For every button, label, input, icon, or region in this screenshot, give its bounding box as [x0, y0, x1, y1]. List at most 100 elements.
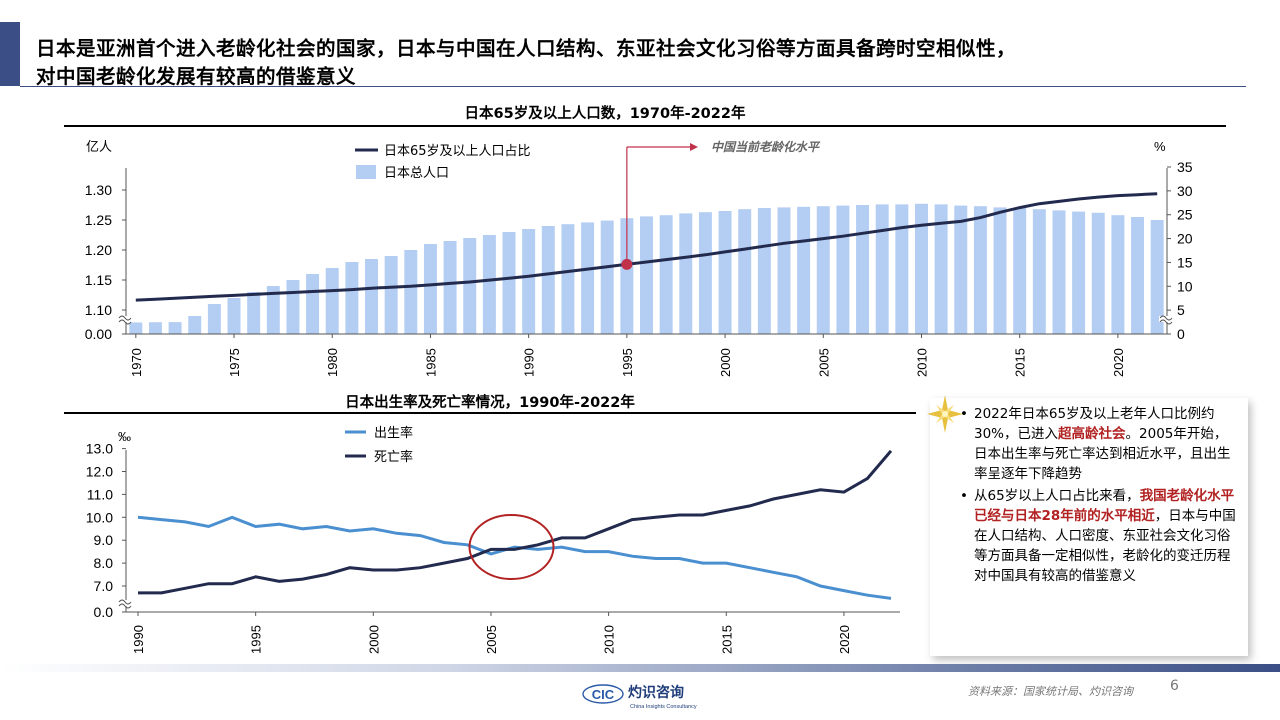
- source-note: 资料来源：国家统计局、灼识咨询: [968, 685, 1133, 698]
- population-bar: [1091, 212, 1105, 334]
- population-bar: [973, 206, 987, 334]
- summary-bullet-1-text: 2022年日本65岁及以上老年人口比例约30%，已进入: [974, 406, 1215, 442]
- chart2-x-tick-label: 1995: [249, 625, 264, 654]
- population-bar: [1052, 210, 1066, 334]
- summary-bullet-1: 2022年日本65岁及以上老年人口比例约30%，已进入超高龄社会。2005年开始…: [946, 404, 1236, 484]
- population-bar: [600, 220, 614, 334]
- annotation-arrow-icon: [690, 143, 698, 151]
- birth-rate-line: [137, 515, 892, 600]
- summary-bullet-2-text-end: ，日本与中国在人口结构、人口密度、东亚社会文化习俗等方面具备一定相似性，老龄化的…: [974, 508, 1236, 584]
- chart1-right-tick-label: 30: [1177, 183, 1193, 199]
- annotation-point: [621, 258, 633, 270]
- population-bar: [463, 238, 477, 334]
- chart1-x-tick-label: 1990: [522, 348, 537, 377]
- header-divider: [20, 86, 1246, 87]
- slide-title-line-2: 对中国老龄化发展有较高的借鉴意义: [36, 65, 357, 88]
- population-bar: [404, 250, 418, 334]
- legend-death-label: 死亡率: [374, 449, 413, 465]
- population-bar: [875, 204, 889, 334]
- population-bar: [1111, 215, 1125, 334]
- population-bar: [227, 298, 241, 334]
- legend-bar-label: 日本总人口: [384, 166, 449, 181]
- chart2-x-tick-label: 2000: [366, 625, 381, 654]
- annotation-label: 中国当前老龄化水平: [711, 140, 821, 154]
- chart1-x-tick-label: 1985: [423, 348, 438, 377]
- population-bar: [757, 208, 771, 334]
- cic-logo: CIC 灼识咨询 China Insights Consultancy: [582, 684, 697, 710]
- population-bar: [581, 222, 595, 334]
- chart1-x-tick-label: 2015: [1013, 348, 1028, 377]
- chart2-title: 日本出生率及死亡率情况，1990年-2022年: [345, 395, 635, 411]
- chart2-x-tick-label: 2015: [719, 625, 734, 654]
- population-bar: [797, 206, 811, 334]
- population-bar: [738, 209, 752, 334]
- population-bar: [541, 226, 555, 334]
- chart2-unit: ‰: [118, 429, 131, 444]
- chart2-axis-break-mark: [118, 599, 132, 609]
- chart2-y-tick-label: 12.0: [86, 464, 113, 480]
- slide-title-line-1: 日本是亚洲首个进入老龄化社会的国家，日本与中国在人口结构、东亚社会文化习俗等方面…: [36, 37, 1017, 60]
- footer-gradient-band: [0, 664, 1280, 672]
- population-bar: [777, 207, 791, 334]
- population-bar: [443, 241, 457, 334]
- population-bar: [640, 216, 653, 334]
- chart1-x-tick-label: 1975: [227, 348, 242, 377]
- aging-share-line: [135, 192, 1158, 302]
- cic-logo-name: 灼识咨询: [628, 684, 684, 701]
- population-bar: [423, 244, 437, 334]
- chart1-right-tick-label: 20: [1177, 231, 1193, 247]
- population-bar: [168, 322, 182, 334]
- chart1-right-tick-label: 10: [1177, 278, 1193, 294]
- chart1-right-tick-label: 5: [1177, 302, 1185, 318]
- legend-bar-swatch: [356, 165, 376, 179]
- population-bar: [856, 205, 870, 334]
- population-bar: [306, 274, 320, 334]
- chart2-x-tick-label: 2020: [837, 625, 852, 654]
- chart1-right-tick-label: 0: [1177, 326, 1185, 342]
- population-bar: [384, 256, 398, 334]
- summary-bullet-1-text-end: 。2005年开始，日本出生率与死亡率达到相近水平，且出生率呈逐年下降趋势: [974, 426, 1231, 482]
- cic-logo-swoosh: [582, 684, 624, 704]
- summary-bullet-2-highlight: 我国老龄化水平已经与日本28年前的水平相近: [974, 488, 1235, 524]
- cic-logo-abbr: CIC: [592, 687, 615, 702]
- population-bar: [325, 268, 339, 334]
- title-accent-bar: [0, 22, 20, 86]
- chart1-axis-break-mark: [1159, 315, 1173, 325]
- chart1-right-tick-label: 15: [1177, 254, 1193, 270]
- chart2-y-tick-label: 10.0: [86, 509, 113, 525]
- population-bar: [718, 211, 732, 334]
- population-bar: [207, 304, 221, 334]
- population-bar: [934, 204, 948, 334]
- population-bar: [620, 218, 634, 334]
- chart2-x-tick-label: 2010: [602, 625, 617, 654]
- chart1-left-tick-label: 1.15: [85, 272, 112, 288]
- chart1-title-rule: [64, 125, 1226, 127]
- chart1-x-tick-label: 1995: [620, 348, 635, 377]
- legend-birth-label: 出生率: [374, 425, 413, 441]
- population-bar: [365, 259, 379, 334]
- chart2-y-tick-label: 0.0: [94, 604, 114, 620]
- population-bar: [1150, 220, 1164, 334]
- population-bar: [502, 232, 516, 334]
- chart2-x-tick-label: 2005: [484, 625, 499, 654]
- chart1-title: 日本65岁及以上人口数，1970年-2022年: [464, 106, 746, 122]
- population-bar: [266, 286, 280, 334]
- chart1-left-tick-label: 1.10: [85, 302, 112, 318]
- population-bar: [954, 205, 968, 334]
- population-bar: [895, 204, 909, 334]
- population-bar: [345, 262, 359, 334]
- population-bar: [1072, 211, 1086, 334]
- summary-bullet-2-text: 从65岁以上人口占比来看，: [974, 488, 1140, 504]
- population-bar: [247, 292, 261, 334]
- population-bar: [522, 229, 536, 334]
- summary-panel-text: 2022年日本65岁及以上老年人口比例约30%，已进入超高龄社会。2005年开始…: [946, 404, 1236, 588]
- population-bar: [993, 207, 1007, 334]
- population-bar: [659, 215, 673, 334]
- chart2-y-tick-label: 7.0: [94, 578, 114, 594]
- chart1-left-tick-label: 1.20: [85, 242, 112, 258]
- chart1-left-tick-label: 0.00: [85, 326, 112, 342]
- page-number: 6: [1170, 678, 1179, 694]
- legend-line-label: 日本65岁及以上人口占比: [384, 144, 531, 159]
